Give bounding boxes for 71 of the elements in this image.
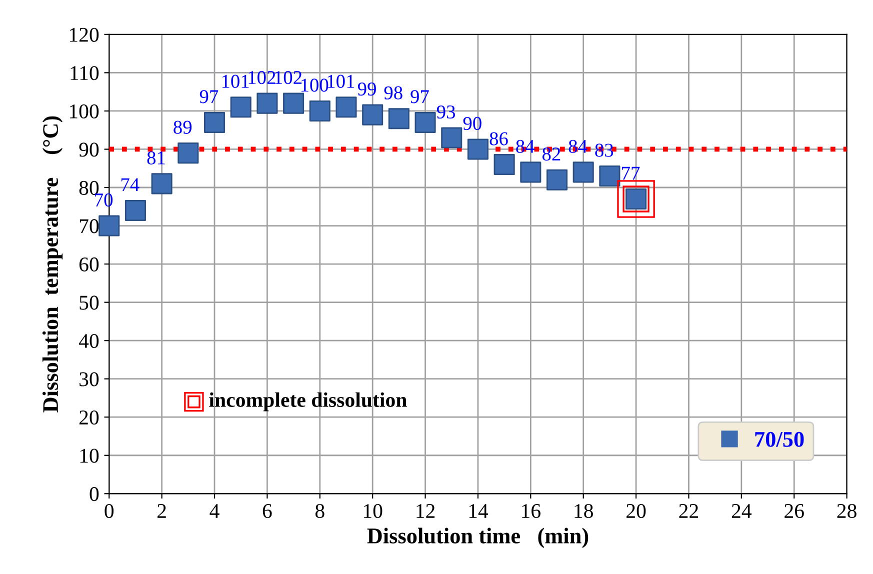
data-label: 101 (328, 74, 354, 88)
x-tick-label: 10 (364, 504, 382, 518)
point (388, 108, 410, 130)
data-label: 98 (384, 86, 402, 100)
data-label: 84 (568, 140, 588, 153)
x-tick-label: 26 (784, 504, 804, 518)
legend-label: 70/50 (755, 432, 804, 447)
data-label: 90 (463, 116, 482, 130)
point (204, 112, 226, 133)
y-tick-label: 90 (79, 142, 99, 157)
data-label: 102 (275, 70, 302, 84)
data-label: 89 (174, 120, 192, 134)
data-label: 102 (248, 70, 276, 84)
x-tick-label: 0 (104, 504, 114, 518)
point (230, 96, 252, 118)
point (414, 112, 436, 133)
y-tick-label: 80 (79, 180, 99, 195)
x-tick-label: 2 (158, 504, 166, 518)
y-axis-title: Dissolution temperature (°C) (42, 116, 63, 412)
x-tick-label: 20 (626, 504, 646, 518)
point (151, 173, 172, 194)
y-tick-label: 30 (80, 372, 99, 386)
y-tick-label: 10 (80, 448, 99, 463)
y-tick-label: 110 (70, 66, 99, 80)
y-tick-label: 20 (79, 410, 99, 425)
y-tick-label: 0 (90, 487, 99, 502)
point (283, 92, 304, 114)
x-tick-label: 6 (262, 504, 272, 518)
data-label: 77 (622, 166, 640, 180)
x-tick-label: 28 (837, 504, 856, 518)
x-tick-label: 8 (315, 504, 324, 518)
point (546, 169, 568, 190)
point (98, 215, 120, 236)
point (362, 104, 384, 126)
x-tick-label: 18 (574, 504, 593, 518)
x-tick-label: 12 (416, 504, 435, 518)
point (178, 142, 199, 164)
data-label: 74 (121, 178, 140, 192)
point (572, 162, 594, 183)
x-tick-label: 22 (679, 504, 698, 518)
y-tick-label: 120 (70, 28, 99, 42)
point (309, 100, 330, 122)
data-label: 99 (358, 82, 376, 96)
point (494, 154, 515, 176)
x-tick-label: 16 (522, 504, 540, 518)
point (599, 166, 620, 187)
y-tick-label: 50 (80, 296, 99, 310)
y-tick-label: 100 (70, 104, 99, 118)
y-tick-label: 60 (79, 257, 99, 272)
annotation: incomplete dissolution (209, 392, 407, 412)
data-label: 86 (490, 132, 508, 146)
data-label: 101 (222, 74, 249, 88)
data-label: 97 (410, 90, 429, 104)
point (520, 162, 542, 183)
point (441, 127, 462, 148)
data-label: 84 (516, 140, 535, 153)
x-axis-title: Dissolution time (min) (367, 528, 588, 548)
x-tick-label: 24 (732, 504, 752, 518)
data-label: 82 (542, 148, 560, 161)
x-tick-label: 14 (469, 504, 488, 518)
data-label: 93 (436, 105, 456, 119)
data-label: 100 (301, 78, 328, 92)
data-label: 81 (147, 151, 165, 164)
point (124, 200, 146, 221)
point (336, 96, 357, 118)
y-tick-label: 40 (78, 334, 99, 348)
data-label: 83 (595, 144, 614, 157)
data-label: 97 (200, 90, 218, 104)
x-tick-label: 4 (210, 504, 220, 518)
point (467, 138, 488, 160)
point (256, 92, 278, 114)
